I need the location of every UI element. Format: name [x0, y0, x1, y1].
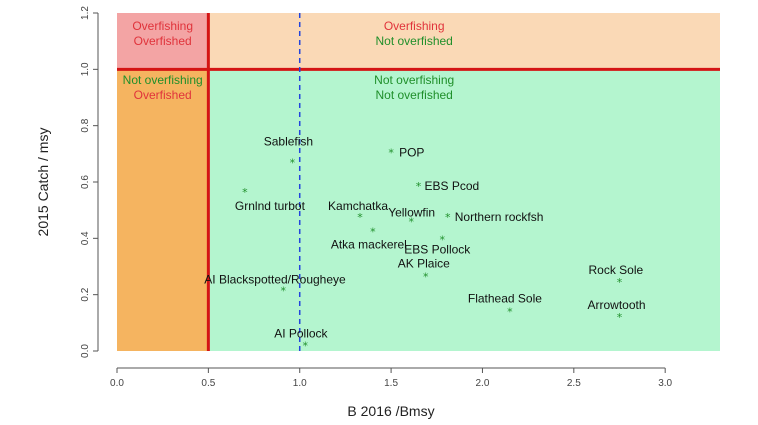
- data-point-label: Arrowtooth: [588, 298, 646, 312]
- data-point-label: Sablefish: [264, 134, 313, 148]
- data-point-label: AK Plaice: [398, 256, 450, 270]
- data-point-label: Flathead Sole: [468, 292, 542, 306]
- data-point-label: AI Blackspotted/Rougheye: [204, 272, 346, 286]
- data-point-label: EBS Pcod: [425, 179, 480, 193]
- data-point-label: Yellowfin: [388, 205, 435, 219]
- y-tick-label: 0.0: [80, 344, 91, 358]
- quadrant-top-left: [117, 13, 209, 70]
- y-axis-title: 2015 Catch / msy: [35, 128, 51, 237]
- data-point-marker: *: [440, 234, 446, 247]
- data-point-marker: *: [507, 306, 513, 319]
- quadrant-label-top-left-line2: Overfished: [134, 34, 192, 48]
- data-point-label: Grnlnd turbot: [235, 199, 306, 213]
- quadrant-bottom-left: [117, 69, 209, 351]
- y-tick-label: 1.2: [80, 6, 91, 20]
- x-tick-label: 1.5: [384, 378, 398, 389]
- quadrant-label-bottom-left-line2: Overfished: [134, 88, 192, 102]
- y-tick-label: 0.6: [80, 175, 91, 189]
- x-tick-label: 3.0: [658, 378, 672, 389]
- x-axis-title: B 2016 /Bmsy: [347, 403, 434, 419]
- data-point-marker: *: [617, 276, 623, 289]
- x-tick-label: 0.0: [110, 378, 124, 389]
- data-point-label: Northern rockfsh: [455, 210, 544, 224]
- data-point-marker: *: [357, 211, 363, 224]
- data-point-marker: *: [423, 270, 429, 283]
- quadrant-label-top-right-line1: Overfishing: [384, 19, 445, 33]
- x-tick-label: 2.0: [476, 378, 490, 389]
- data-point-marker: *: [445, 211, 451, 224]
- y-tick-label: 0.8: [80, 118, 91, 132]
- quadrant-bottom-right: [208, 69, 720, 351]
- quadrant-label-top-left-line1: Overfishing: [132, 19, 193, 33]
- quadrant-backgrounds: [117, 13, 720, 351]
- data-point-marker: *: [242, 186, 248, 199]
- data-point-label: AI Pollock: [274, 326, 328, 340]
- x-tick-label: 0.5: [201, 378, 215, 389]
- data-point-marker: *: [302, 339, 308, 352]
- data-point-marker: *: [416, 180, 422, 193]
- data-point-marker: *: [408, 215, 414, 228]
- x-tick-label: 2.5: [567, 378, 581, 389]
- reference-lines: [117, 13, 720, 351]
- data-point-label: Kamchatka: [328, 199, 388, 213]
- x-tick-label: 1.0: [293, 378, 307, 389]
- data-point-label: Rock Sole: [589, 263, 644, 277]
- data-point-label: POP: [399, 145, 424, 159]
- y-tick-label: 0.2: [80, 287, 91, 301]
- data-point-label: EBS Pollock: [404, 243, 471, 257]
- data-point-marker: *: [281, 284, 287, 297]
- data-point-marker: *: [388, 146, 394, 159]
- y-tick-label: 0.4: [80, 231, 91, 245]
- y-tick-label: 1.0: [80, 62, 91, 76]
- data-point-marker: *: [617, 311, 623, 324]
- quadrant-label-bottom-left-line1: Not overfishing: [123, 73, 203, 87]
- quadrant-top-right: [208, 13, 720, 70]
- axes: 0.0 0.5 1.0 1.5 2.0 2.5 3.0 0.0 0.2 0.4 0.6 0.8 1.0 1…: [80, 6, 673, 389]
- data-point-marker: *: [370, 225, 376, 238]
- data-point-label: Atka mackerel: [331, 237, 407, 251]
- quadrant-label-top-right-line2: Not overfished: [375, 34, 452, 48]
- data-point-marker: *: [290, 156, 296, 169]
- quadrant-label-bottom-right-line2: Not overfished: [375, 88, 452, 102]
- quadrant-label-bottom-right-line1: Not overfishing: [374, 73, 454, 87]
- data-points: * POP*Sablefish* EBS Pcod*Grnlnd turbot*Ka…: [204, 134, 645, 352]
